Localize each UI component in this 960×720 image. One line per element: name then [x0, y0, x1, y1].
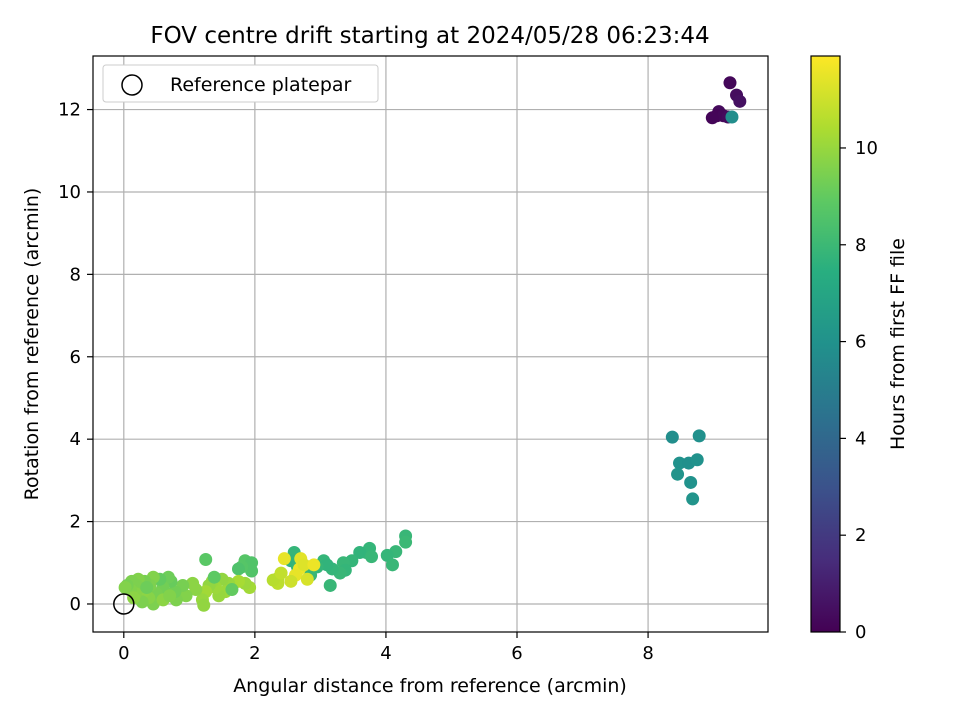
colorbar-tick-label: 0: [855, 622, 866, 643]
data-point: [307, 558, 321, 572]
data-point: [118, 581, 132, 595]
data-point: [671, 467, 685, 481]
y-tick-label: 12: [58, 100, 81, 121]
x-axis-label: Angular distance from reference (arcmin): [233, 675, 627, 697]
y-axis: 0 2 4 6 8 10 12: [58, 100, 93, 615]
data-point: [186, 576, 200, 590]
x-tick-label: 4: [380, 643, 391, 664]
colorbar-label: Hours from first FF file: [887, 238, 909, 450]
legend: Reference platepar: [102, 64, 379, 103]
data-point: [353, 545, 367, 559]
legend-marker-icon: [121, 74, 143, 96]
data-point: [692, 429, 706, 443]
colorbar-gradient: [810, 55, 841, 633]
data-point: [277, 552, 291, 566]
data-point: [127, 591, 141, 605]
data-point: [199, 552, 213, 566]
colorbar-tick-label: 8: [855, 235, 866, 256]
data-point: [365, 550, 379, 564]
data-point: [690, 453, 704, 467]
data-point: [705, 111, 719, 125]
x-axis: 0 2 4 6 8: [118, 632, 654, 664]
reference-platepar-marker: [113, 593, 135, 615]
x-tick-label: 0: [118, 643, 129, 664]
data-point: [686, 492, 700, 506]
y-tick-label: 10: [58, 182, 81, 203]
data-point: [231, 562, 245, 576]
colorbar: 0 2 4 6 8 10 Hours from first FF file: [810, 55, 909, 643]
data-point: [733, 94, 747, 108]
data-point: [297, 558, 311, 572]
data-point: [684, 475, 698, 489]
data-point: [673, 456, 687, 470]
data-point: [385, 558, 399, 572]
y-tick-label: 4: [70, 429, 81, 450]
data-point: [245, 556, 259, 570]
y-axis-label: Rotation from reference (arcmin): [21, 188, 43, 501]
data-point: [274, 566, 288, 580]
data-point: [323, 578, 337, 592]
y-tick-label: 0: [70, 594, 81, 615]
colorbar-tick-label: 6: [855, 332, 866, 353]
colorbar-ticks: 0 2 4 6 8 10: [840, 138, 878, 643]
legend-entry-reference: Reference platepar: [170, 74, 352, 96]
data-point: [399, 535, 413, 549]
data-point: [725, 110, 739, 124]
data-points: [118, 76, 747, 612]
y-tick-label: 6: [70, 347, 81, 368]
x-tick-label: 8: [642, 643, 653, 664]
colorbar-tick-label: 10: [855, 138, 878, 159]
x-tick-label: 6: [511, 643, 522, 664]
data-point: [320, 558, 334, 572]
y-tick-label: 8: [70, 264, 81, 285]
x-tick-label: 2: [249, 643, 260, 664]
colorbar-tick-label: 2: [855, 525, 866, 546]
data-point: [380, 548, 394, 562]
data-point: [225, 583, 239, 597]
data-point: [197, 598, 211, 612]
data-point: [207, 570, 221, 584]
data-point: [140, 581, 154, 595]
y-tick-label: 2: [70, 512, 81, 533]
data-point: [665, 430, 679, 444]
plot-frame: [92, 55, 769, 633]
data-point: [723, 76, 737, 90]
data-point: [179, 589, 193, 603]
data-point: [163, 589, 177, 603]
grid: [93, 56, 768, 632]
chart-title: FOV centre drift starting at 2024/05/28 …: [150, 23, 709, 49]
data-point: [284, 574, 298, 588]
legend-box: [102, 64, 379, 103]
colorbar-tick-label: 4: [855, 428, 866, 449]
data-point: [300, 572, 314, 586]
